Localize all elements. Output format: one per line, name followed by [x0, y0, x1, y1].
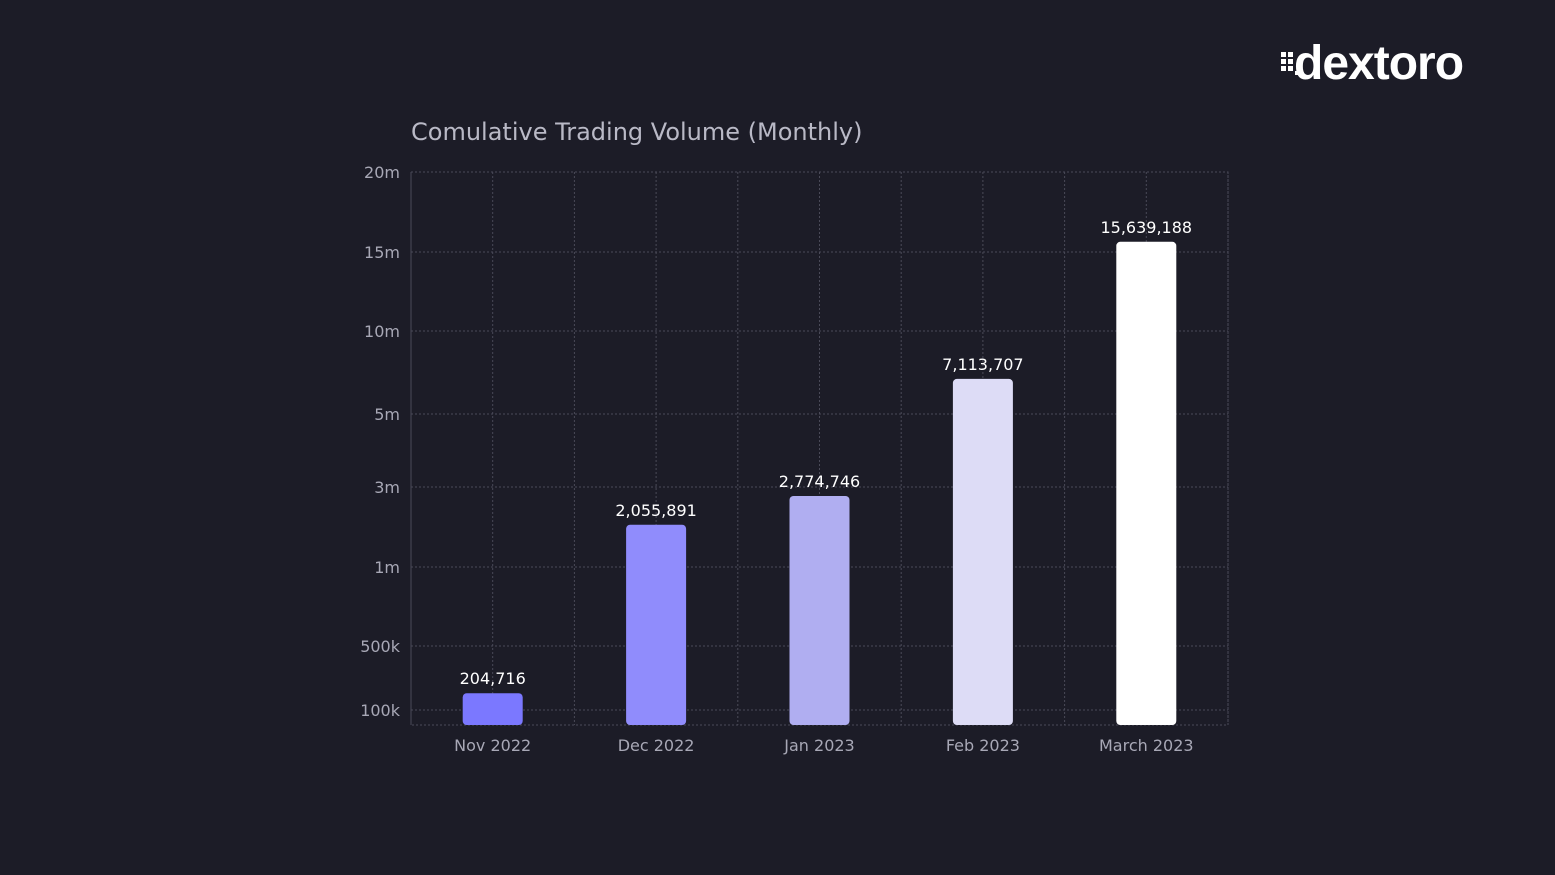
y-tick-label: 3m	[374, 478, 400, 497]
value-labels: 204,716 2,055,891 2,774,746 7,113,707 15,639…	[460, 218, 1192, 688]
bar	[462, 693, 523, 725]
bar	[789, 496, 850, 725]
x-tick-label: March 2023	[1099, 736, 1194, 755]
bar	[626, 524, 687, 725]
y-tick-label: 15m	[364, 243, 400, 262]
x-tick-label: Nov 2022	[454, 736, 531, 755]
bar	[952, 378, 1013, 725]
bar	[1116, 241, 1177, 725]
y-tick-label: 1m	[374, 558, 400, 577]
y-axis-ticks: 100k 500k 1m 3m 5m 10m 15m 20m	[360, 163, 401, 720]
y-tick-label: 100k	[360, 701, 401, 720]
data-label: 2,774,746	[779, 472, 860, 491]
brand-logo	[1278, 44, 1518, 96]
data-label: 2,055,891	[615, 501, 696, 520]
y-tick-label: 10m	[364, 322, 400, 341]
y-tick-label: 500k	[360, 637, 401, 656]
bars	[462, 241, 1177, 725]
y-tick-label: 5m	[374, 405, 400, 424]
y-tick-label: 20m	[364, 163, 400, 182]
data-label: 15,639,188	[1100, 218, 1192, 237]
x-axis-ticks: Nov 2022 Dec 2022 Jan 2023 Feb 2023 March 20…	[454, 736, 1193, 755]
chart-title: Comulative Trading Volume (Monthly)	[411, 118, 863, 146]
x-tick-label: Dec 2022	[618, 736, 695, 755]
bull-icon	[1281, 52, 1299, 75]
x-tick-label: Jan 2023	[783, 736, 854, 755]
x-tick-label: Feb 2023	[946, 736, 1020, 755]
brand-wordmark: dextoro	[1294, 37, 1464, 90]
data-label: 7,113,707	[942, 355, 1023, 374]
data-label: 204,716	[460, 669, 526, 688]
